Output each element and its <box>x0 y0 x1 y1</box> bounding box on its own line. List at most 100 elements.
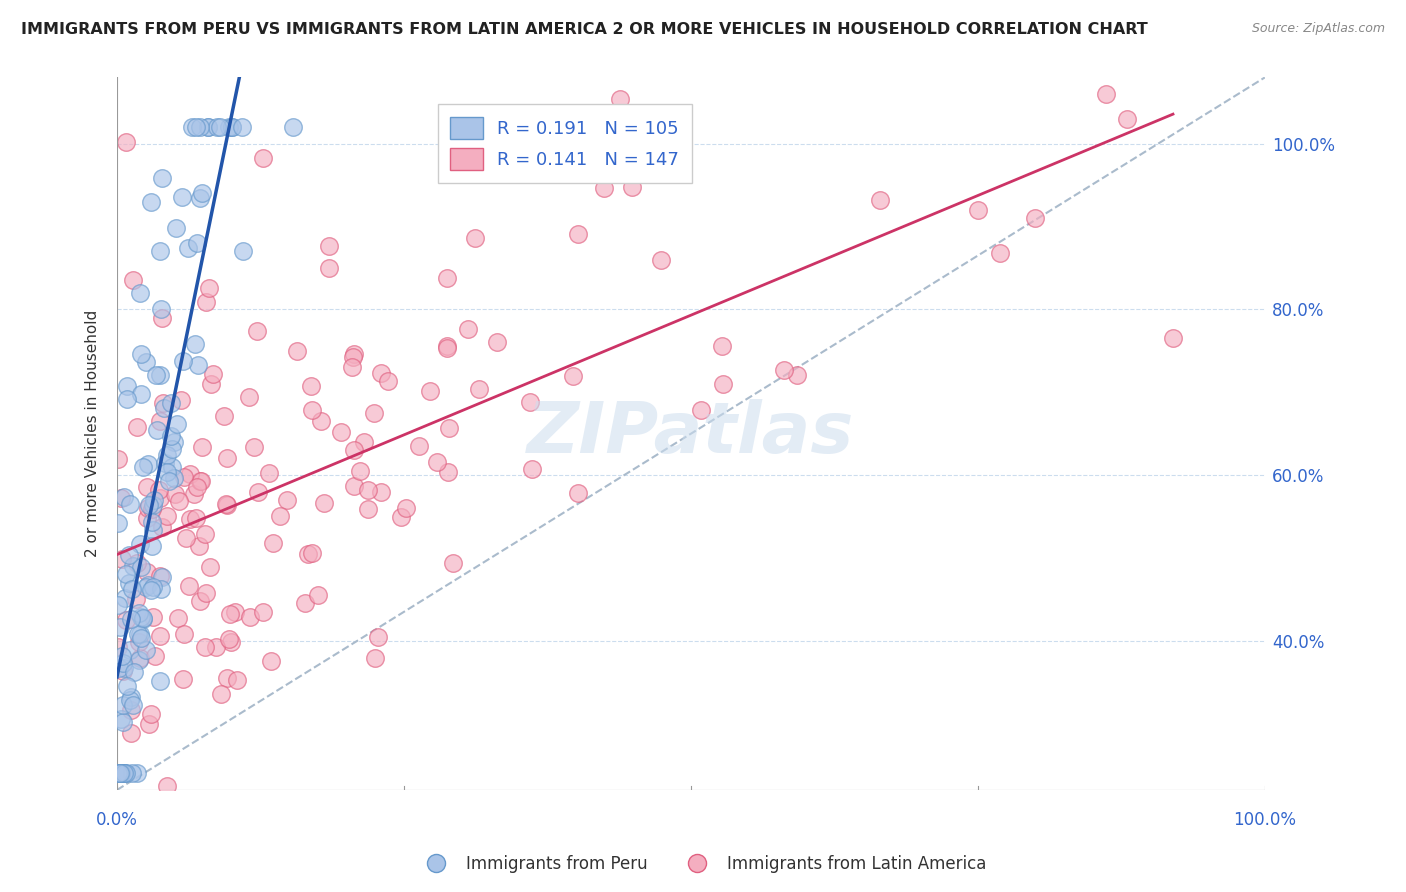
Point <box>711 339 734 353</box>
Point <box>225 673 247 687</box>
Point <box>252 152 274 166</box>
Point <box>188 120 211 135</box>
Point <box>395 501 418 516</box>
Point <box>135 355 157 369</box>
Point <box>111 648 134 663</box>
Point <box>165 221 187 235</box>
Point <box>201 367 224 381</box>
Point <box>218 632 240 646</box>
Point <box>773 363 796 377</box>
Point <box>370 366 392 380</box>
Point <box>120 726 142 740</box>
Point <box>200 377 222 392</box>
Point <box>194 295 217 310</box>
Point <box>301 546 323 560</box>
Point <box>343 442 366 457</box>
Point <box>252 605 274 619</box>
Point <box>107 598 129 612</box>
Point <box>111 698 134 712</box>
Point <box>436 339 458 353</box>
Point <box>650 252 672 267</box>
Point <box>257 466 280 480</box>
Point <box>309 414 332 428</box>
Point <box>138 717 160 731</box>
Point <box>1095 87 1118 101</box>
Point <box>342 350 364 364</box>
Point <box>129 626 152 640</box>
Point <box>370 485 392 500</box>
Point <box>194 586 217 600</box>
Point <box>160 429 183 443</box>
Point <box>149 569 172 583</box>
Point <box>142 580 165 594</box>
Point <box>149 674 172 689</box>
Point <box>181 120 204 135</box>
Point <box>194 640 217 654</box>
Point <box>262 535 284 549</box>
Point <box>135 643 157 657</box>
Point <box>135 580 157 594</box>
Point <box>156 779 179 793</box>
Point <box>120 643 142 657</box>
Point <box>188 474 211 488</box>
Point <box>150 301 173 316</box>
Point <box>217 671 239 685</box>
Point <box>711 376 734 391</box>
Point <box>174 531 197 545</box>
Y-axis label: 2 or more Vehicles in Household: 2 or more Vehicles in Household <box>86 310 100 558</box>
Point <box>107 640 129 655</box>
Point <box>117 379 139 393</box>
Point <box>129 537 152 551</box>
Point <box>112 766 135 780</box>
Point <box>318 239 340 253</box>
Point <box>179 467 201 481</box>
Point <box>121 582 143 596</box>
Point <box>191 440 214 454</box>
Point <box>1116 112 1139 126</box>
Point <box>436 271 458 285</box>
Point <box>219 607 242 621</box>
Point <box>329 425 352 439</box>
Point <box>408 439 430 453</box>
Point <box>186 480 208 494</box>
Point <box>342 359 364 374</box>
Point <box>567 227 589 241</box>
Point <box>110 712 132 726</box>
Point <box>143 649 166 664</box>
Point <box>127 420 149 434</box>
Point <box>110 491 132 506</box>
Point <box>260 654 283 668</box>
Point <box>357 502 380 516</box>
Point <box>156 465 179 479</box>
Point <box>111 552 134 566</box>
Point <box>122 559 145 574</box>
Point <box>129 347 152 361</box>
Point <box>163 435 186 450</box>
Point <box>129 387 152 401</box>
Point <box>194 526 217 541</box>
Point <box>112 714 135 729</box>
Point <box>188 593 211 607</box>
Point <box>110 620 132 634</box>
Point <box>136 501 159 516</box>
Point <box>218 120 240 135</box>
Point <box>153 456 176 470</box>
Point <box>690 402 713 417</box>
Point <box>127 627 149 641</box>
Point <box>437 421 460 435</box>
Point <box>353 434 375 449</box>
Point <box>209 120 232 135</box>
Point <box>129 610 152 624</box>
Point <box>224 605 246 619</box>
Point <box>186 236 208 251</box>
Point <box>129 560 152 574</box>
Point <box>141 502 163 516</box>
Point <box>114 567 136 582</box>
Point <box>631 120 654 134</box>
Point <box>621 180 644 194</box>
Point <box>297 547 319 561</box>
Point <box>114 613 136 627</box>
Point <box>183 337 205 351</box>
Point <box>114 591 136 605</box>
Point <box>112 661 135 675</box>
